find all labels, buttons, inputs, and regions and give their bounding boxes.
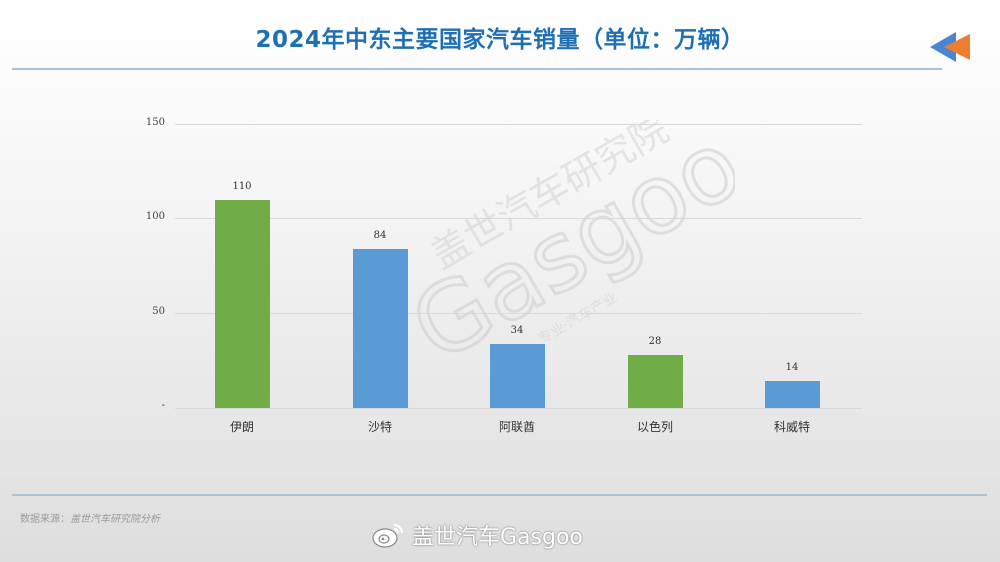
baseline-0	[175, 408, 862, 409]
y-tick-100: 100	[145, 211, 165, 222]
bar-kuwait	[765, 381, 820, 408]
weibo-icon	[372, 524, 403, 548]
gridline-150	[175, 124, 862, 125]
source-text: 盖世汽车研究院分析	[70, 514, 160, 525]
weibo-watermark: 盖世汽车Gasgoo	[372, 518, 583, 552]
y-tick-150: 150	[145, 117, 165, 128]
category-label-uae: 阿联酋	[498, 420, 535, 434]
data-label-iran: 110	[232, 181, 252, 192]
y-tick-0: -	[161, 400, 165, 411]
header-divider	[12, 68, 942, 70]
data-label-saudi: 84	[373, 230, 387, 241]
bar-saudi	[353, 249, 408, 408]
weibo-brand-text: 盖世汽车Gasgoo	[412, 525, 583, 550]
data-label-uae: 34	[510, 325, 524, 336]
data-label-kuwait: 14	[785, 362, 799, 373]
gridline-100	[175, 218, 862, 219]
category-label-saudi: 沙特	[367, 420, 392, 434]
category-label-iran: 伊朗	[229, 420, 254, 434]
footer-divider	[12, 494, 987, 496]
source-prefix: 数据来源：	[20, 514, 70, 525]
data-source-note: 数据来源：盖世汽车研究院分析	[20, 510, 160, 525]
double-left-arrow-icon	[930, 32, 970, 62]
category-label-israel: 以色列	[636, 420, 673, 434]
category-label-kuwait: 科威特	[773, 420, 810, 434]
bar-uae	[490, 344, 545, 408]
data-label-israel: 28	[648, 336, 662, 347]
bar-iran	[215, 200, 270, 408]
y-tick-50: 50	[152, 306, 165, 317]
gridline-50	[175, 313, 862, 314]
chart-title: 2024年中东主要国家汽车销量（单位：万辆）	[255, 27, 745, 53]
bar-israel	[628, 355, 683, 408]
